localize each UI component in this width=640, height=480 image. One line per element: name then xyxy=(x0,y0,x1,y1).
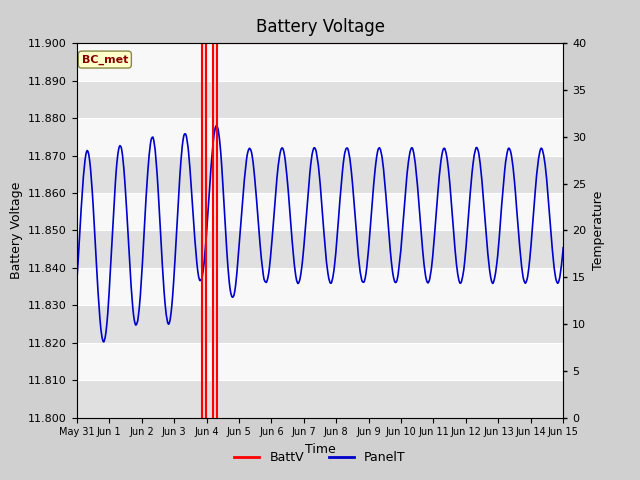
X-axis label: Time: Time xyxy=(305,443,335,456)
Bar xyxy=(77,156,563,193)
Bar xyxy=(77,230,563,268)
Y-axis label: Temperature: Temperature xyxy=(592,191,605,270)
Bar xyxy=(77,380,563,418)
Bar xyxy=(77,343,563,380)
Bar xyxy=(77,305,563,343)
Bar xyxy=(77,43,563,81)
Bar xyxy=(77,81,563,118)
Title: Battery Voltage: Battery Voltage xyxy=(255,18,385,36)
Y-axis label: Battery Voltage: Battery Voltage xyxy=(10,182,22,279)
Bar xyxy=(202,43,205,418)
Legend: BattV, PanelT: BattV, PanelT xyxy=(229,446,411,469)
Bar xyxy=(77,193,563,230)
Bar xyxy=(77,118,563,156)
Bar xyxy=(213,43,217,418)
Bar xyxy=(77,268,563,305)
Text: BC_met: BC_met xyxy=(82,54,128,65)
